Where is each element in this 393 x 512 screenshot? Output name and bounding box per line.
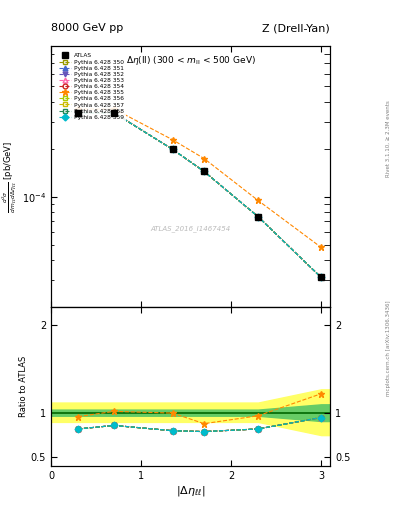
Text: 8000 GeV pp: 8000 GeV pp — [51, 23, 123, 33]
Text: Z (Drell-Yan): Z (Drell-Yan) — [263, 23, 330, 33]
X-axis label: $|\Delta\eta_{\ell\ell}|$: $|\Delta\eta_{\ell\ell}|$ — [176, 483, 205, 498]
Legend: ATLAS, Pythia 6.428 350, Pythia 6.428 351, Pythia 6.428 352, Pythia 6.428 353, P: ATLAS, Pythia 6.428 350, Pythia 6.428 35… — [56, 51, 126, 122]
Text: ATLAS_2016_I1467454: ATLAS_2016_I1467454 — [151, 226, 231, 232]
Text: $\Delta\eta$(ll) (300 < $m_{\rm ll}$ < 500 GeV): $\Delta\eta$(ll) (300 < $m_{\rm ll}$ < 5… — [126, 54, 255, 67]
Y-axis label: $\frac{d^2\sigma}{d\,m_{\ell\ell}\,d\Delta\eta_{\ell\ell}}$ [pb/GeV]: $\frac{d^2\sigma}{d\,m_{\ell\ell}\,d\Del… — [1, 141, 19, 213]
Text: Rivet 3.1.10, ≥ 2.3M events: Rivet 3.1.10, ≥ 2.3M events — [386, 100, 391, 177]
Text: mcplots.cern.ch [arXiv:1306.3436]: mcplots.cern.ch [arXiv:1306.3436] — [386, 301, 391, 396]
Y-axis label: Ratio to ATLAS: Ratio to ATLAS — [19, 356, 28, 417]
